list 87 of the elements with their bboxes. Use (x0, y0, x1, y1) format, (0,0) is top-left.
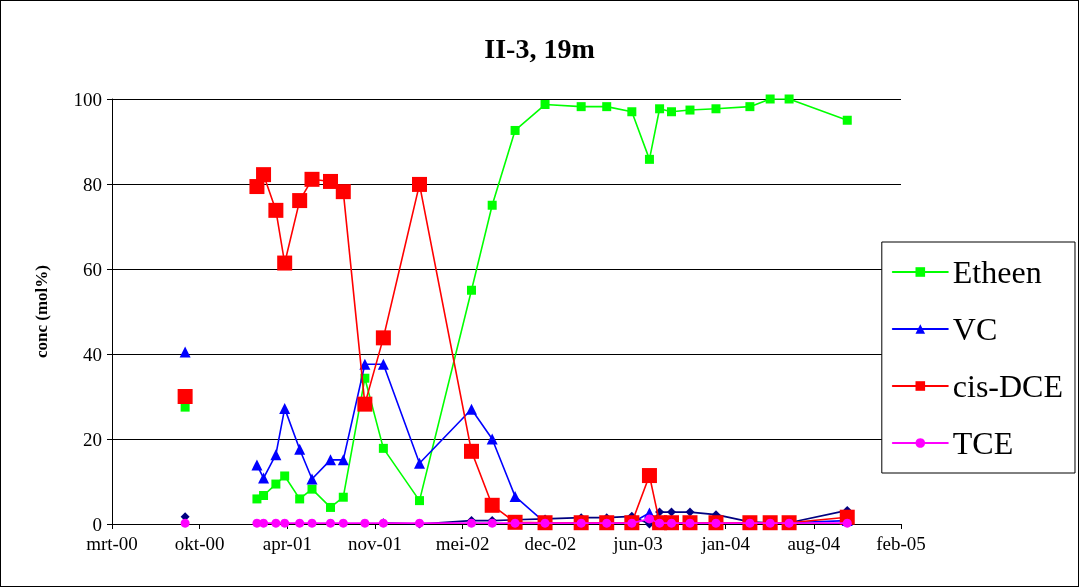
point (666, 107, 676, 117)
point (323, 173, 339, 189)
point (180, 518, 190, 528)
y-tick-label: 100 (73, 88, 102, 110)
point (338, 492, 348, 502)
point (357, 396, 373, 412)
x-tick-label: mrt-00 (86, 533, 138, 554)
point (509, 490, 521, 502)
point (271, 479, 281, 489)
point (378, 443, 388, 453)
point (685, 507, 695, 517)
point (644, 154, 654, 164)
point (641, 468, 657, 484)
point (411, 176, 427, 192)
point (765, 94, 775, 104)
legend-label: Etheen (952, 254, 1042, 290)
point (487, 200, 497, 210)
point (484, 497, 500, 513)
x-tick-label: nov-01 (348, 533, 402, 554)
point (326, 502, 336, 512)
point (666, 507, 676, 517)
point (540, 100, 550, 110)
point (784, 94, 794, 104)
point (259, 518, 269, 528)
y-tick-label: 20 (83, 428, 102, 450)
point (279, 402, 291, 414)
point (414, 496, 424, 506)
point (268, 202, 284, 218)
point (842, 115, 852, 125)
legend-label: VC (952, 311, 998, 347)
point (179, 346, 191, 358)
point (277, 255, 293, 271)
point (711, 104, 721, 114)
x-tick-label: feb-05 (876, 533, 926, 554)
point (655, 104, 665, 114)
point (360, 518, 370, 528)
y-axis-title: conc (mol%) (32, 264, 51, 359)
point (251, 459, 263, 471)
point (295, 518, 305, 528)
x-tick-label: apr-01 (262, 533, 312, 554)
point (644, 514, 654, 524)
point (259, 491, 269, 501)
x-tick-label: jan-04 (700, 533, 751, 554)
point (627, 107, 637, 117)
point (280, 518, 290, 528)
y-tick-label: 40 (83, 343, 102, 365)
point (256, 167, 272, 183)
point (465, 403, 477, 415)
x-tick-label: mei-02 (435, 533, 490, 554)
x-tick-label: dec-02 (524, 533, 577, 554)
x-tick-label: jun-03 (612, 533, 663, 554)
point (177, 389, 193, 404)
point (466, 285, 476, 295)
legend-label: cis-DCE (952, 368, 1063, 404)
point (745, 102, 755, 112)
point (576, 102, 586, 112)
point (335, 184, 351, 200)
point (337, 454, 349, 466)
point (413, 457, 425, 469)
point (307, 484, 317, 494)
point (306, 473, 318, 485)
y-tick-label: 60 (83, 258, 102, 280)
point (294, 443, 306, 455)
point (375, 330, 391, 346)
point (307, 518, 317, 528)
x-tick-label: aug-04 (787, 533, 841, 554)
chart-title: II-3, 19m (484, 32, 595, 64)
point (602, 102, 612, 112)
point (685, 105, 695, 115)
point (258, 472, 270, 484)
legend-label: TCE (952, 425, 1014, 461)
x-tick-label: okt-00 (174, 533, 225, 554)
point (271, 518, 281, 528)
point (304, 171, 320, 187)
point (463, 443, 479, 459)
point (292, 193, 308, 209)
point (486, 433, 498, 445)
point (510, 125, 520, 135)
point (270, 449, 282, 461)
y-tick-label: 0 (92, 513, 102, 535)
point (326, 518, 336, 528)
point (280, 471, 290, 481)
point (377, 358, 389, 370)
point (325, 454, 337, 466)
point (338, 518, 348, 528)
point (295, 494, 305, 504)
y-tick-label: 80 (83, 173, 102, 195)
